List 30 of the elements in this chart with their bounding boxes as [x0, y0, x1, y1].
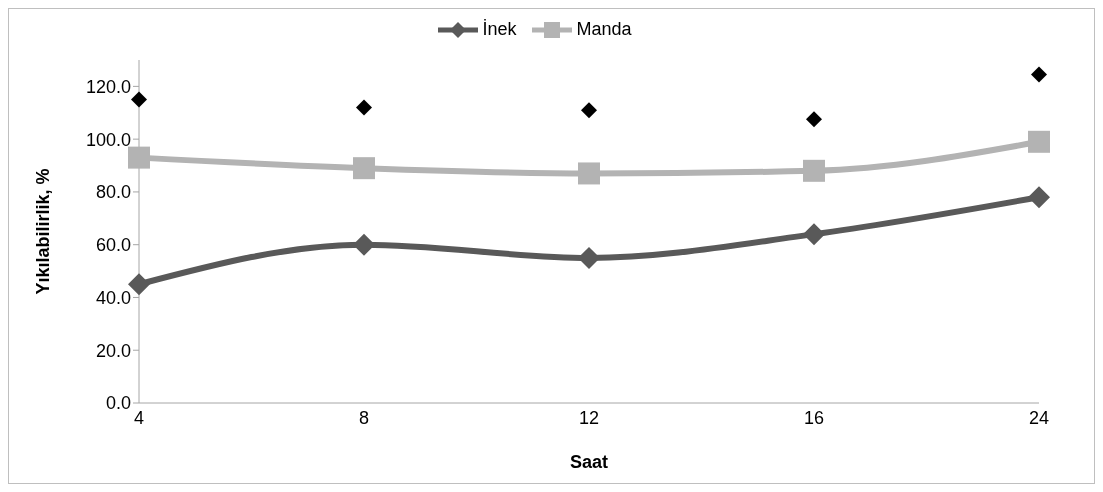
x-tick-label: 12 — [578, 407, 600, 428]
y-tick-label: 120.0 — [85, 76, 131, 97]
y-axis-title: Yıkılabilirlik, % — [33, 168, 53, 295]
x-tick-label: 4 — [133, 407, 145, 428]
point — [1031, 66, 1047, 83]
point — [356, 99, 372, 116]
y-tick-label: 60.0 — [95, 235, 131, 256]
point — [803, 223, 825, 246]
x-tick-label: 16 — [803, 407, 825, 428]
y-tick-label: 100.0 — [85, 129, 131, 150]
legend-label: Manda — [576, 19, 632, 40]
x-tick-label: 24 — [1028, 407, 1050, 428]
y-tick-label: 20.0 — [95, 340, 131, 361]
x-axis-title: Saat — [569, 452, 609, 472]
point — [806, 111, 822, 128]
y-tick-label: 80.0 — [95, 182, 131, 203]
point — [1028, 186, 1050, 209]
point — [578, 246, 600, 269]
y-tick-label: 40.0 — [95, 287, 131, 308]
point — [353, 157, 375, 180]
point — [803, 159, 825, 182]
point — [581, 102, 597, 119]
point — [353, 233, 375, 256]
point — [128, 146, 150, 169]
point — [131, 91, 147, 108]
y-tick-label: 0.0 — [105, 393, 131, 414]
legend-label: İnek — [482, 19, 517, 40]
point — [1028, 130, 1050, 153]
x-tick-label: 8 — [358, 407, 370, 428]
point — [578, 162, 600, 185]
